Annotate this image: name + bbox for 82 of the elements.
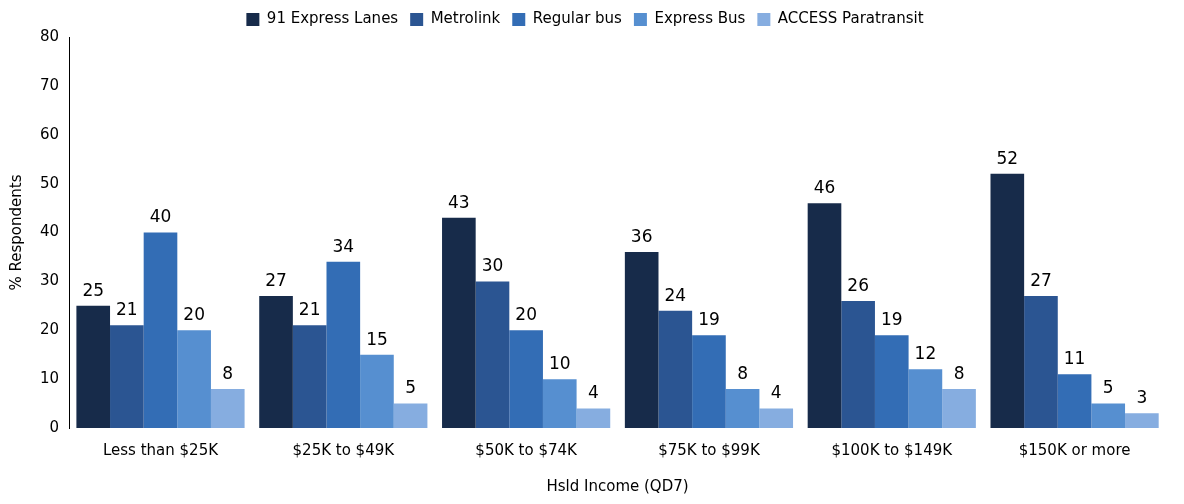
- bar: [292, 325, 327, 428]
- data-label: 27: [1030, 269, 1052, 290]
- data-label: 36: [630, 225, 653, 246]
- bar: [942, 388, 976, 428]
- data-label: 27: [265, 269, 287, 290]
- data-label: 8: [953, 362, 965, 383]
- y-tick-label: 20: [39, 320, 60, 339]
- y-tick-label: 80: [39, 26, 60, 45]
- data-label: 20: [515, 304, 537, 325]
- data-label: 25: [82, 279, 105, 300]
- bar: [1125, 413, 1159, 428]
- bar: [326, 261, 361, 428]
- y-axis-title: % Respondents: [6, 174, 25, 291]
- bar: [360, 354, 394, 428]
- x-tick-label: $75K to $99K: [658, 440, 761, 459]
- bar: [807, 203, 842, 428]
- legend-label: Regular bus: [532, 9, 623, 28]
- legend-label: Metrolink: [430, 9, 501, 28]
- legend-label: Express Bus: [654, 9, 746, 28]
- legend-label: 91 Express Lanes: [266, 9, 399, 28]
- data-label: 4: [770, 382, 782, 403]
- bar: [143, 232, 178, 428]
- bar: [475, 281, 510, 428]
- data-label: 21: [298, 299, 321, 320]
- data-label: 15: [366, 328, 388, 349]
- data-label: 43: [448, 191, 470, 212]
- data-label: 11: [1063, 348, 1086, 369]
- data-label: 4: [588, 382, 599, 403]
- legend-label: ACCESS Paratransit: [777, 9, 924, 28]
- y-tick-label: 40: [39, 222, 60, 241]
- data-label: 5: [405, 377, 417, 398]
- bar: [692, 335, 726, 428]
- data-label: 10: [548, 353, 571, 374]
- data-label: 19: [698, 309, 720, 330]
- bar: [658, 310, 693, 428]
- bar: [393, 403, 428, 428]
- y-tick-label: 50: [39, 173, 60, 192]
- x-tick-label: Less than $25K: [102, 440, 220, 459]
- data-label: 3: [1136, 387, 1148, 408]
- bar: [542, 379, 577, 428]
- bar: [576, 408, 611, 428]
- bar: [624, 252, 659, 428]
- y-tick-label: 30: [39, 271, 60, 290]
- data-label: 5: [1102, 377, 1114, 398]
- data-label: 40: [149, 206, 172, 227]
- data-label: 21: [116, 299, 138, 320]
- data-label: 20: [183, 304, 205, 325]
- bar: [841, 300, 875, 428]
- bar: [177, 330, 211, 428]
- x-tick-label: $150K or more: [1018, 440, 1131, 459]
- data-label: 52: [996, 147, 1019, 168]
- y-tick-label: 60: [39, 124, 60, 143]
- data-label: 30: [481, 255, 504, 276]
- bar: [759, 408, 794, 428]
- data-label: 19: [880, 309, 903, 330]
- bar: [1024, 296, 1058, 428]
- bar: [76, 305, 111, 428]
- data-label: 46: [813, 177, 836, 198]
- bar: [725, 388, 760, 428]
- data-label: 26: [847, 274, 869, 295]
- bar: [874, 335, 909, 428]
- bar: [908, 369, 943, 428]
- data-label: 8: [737, 362, 749, 383]
- bar: [110, 325, 144, 428]
- bar: [259, 296, 293, 428]
- x-tick-label: $50K to $74K: [475, 440, 579, 459]
- bar: [509, 330, 543, 428]
- y-tick-label: 0: [49, 417, 60, 436]
- data-label: 8: [222, 362, 234, 383]
- data-label: 34: [332, 235, 355, 256]
- x-axis-title: Hsld Income (QD7): [546, 476, 689, 495]
- bar: [990, 173, 1025, 428]
- data-label: 24: [664, 284, 687, 305]
- bar: [1057, 374, 1092, 428]
- y-tick-label: 70: [39, 75, 60, 94]
- x-tick-label: $100K to $149K: [831, 440, 954, 459]
- bar: [1091, 403, 1126, 428]
- data-label: 12: [914, 343, 937, 364]
- x-tick-label: $25K to $49K: [292, 440, 396, 459]
- bar: [210, 388, 245, 428]
- bar: [442, 217, 476, 428]
- y-tick-label: 10: [39, 369, 60, 388]
